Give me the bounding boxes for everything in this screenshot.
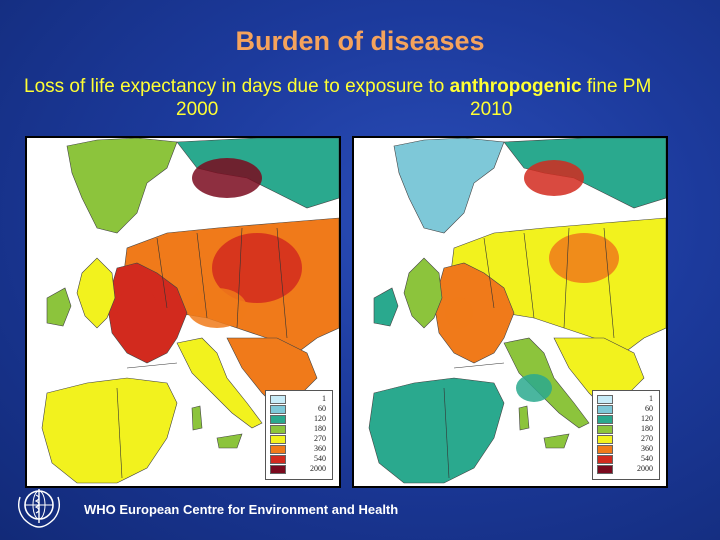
legend-entry: 180 bbox=[597, 424, 655, 434]
region-sardinia bbox=[191, 405, 203, 431]
legend-swatch bbox=[270, 395, 286, 404]
map-2010-svg bbox=[368, 138, 666, 484]
region-sardinia bbox=[518, 405, 530, 431]
map-year-2000: 2000 bbox=[176, 99, 219, 120]
legend-label: 180 bbox=[641, 424, 653, 433]
legend-entry: 270 bbox=[597, 434, 655, 444]
legend-entry: 1 bbox=[597, 394, 655, 404]
legend-swatch bbox=[270, 405, 286, 414]
legend-swatch bbox=[270, 455, 286, 464]
legend-label: 540 bbox=[314, 454, 326, 463]
legend-swatch bbox=[270, 435, 286, 444]
legend-label: 360 bbox=[641, 444, 653, 453]
legend-label: 270 bbox=[641, 434, 653, 443]
country-border bbox=[563, 227, 570, 329]
legend-entry: 270 bbox=[270, 434, 328, 444]
region-ireland bbox=[46, 287, 72, 327]
country-border bbox=[483, 237, 495, 309]
concentration-hotspot bbox=[549, 233, 619, 283]
legend-entry: 60 bbox=[597, 404, 655, 414]
legend-entry: 360 bbox=[597, 444, 655, 454]
concentration-hotspot bbox=[117, 286, 157, 330]
legend-entry: 2000 bbox=[597, 464, 655, 474]
legend-entry: 180 bbox=[270, 424, 328, 434]
concentration-hotspot bbox=[516, 374, 552, 402]
subtitle-bold: anthropogenic bbox=[449, 76, 582, 97]
country-border bbox=[453, 362, 505, 369]
legend-swatch bbox=[597, 445, 613, 454]
legend-label: 2000 bbox=[310, 464, 326, 473]
country-border bbox=[443, 387, 450, 479]
region-great-britain bbox=[403, 257, 443, 329]
legend-swatch bbox=[597, 435, 613, 444]
region-scandinavia bbox=[66, 138, 178, 234]
slide-title: Burden of diseases bbox=[235, 26, 485, 56]
region-iberia bbox=[368, 377, 505, 484]
country-border bbox=[523, 232, 535, 319]
region-ireland bbox=[373, 287, 399, 327]
country-border bbox=[126, 362, 178, 369]
legend-entry: 120 bbox=[597, 414, 655, 424]
legend-label: 120 bbox=[641, 414, 653, 423]
legend-swatch bbox=[597, 455, 613, 464]
map-2010: 1 60 120 180 270 360 540 2000 bbox=[352, 136, 668, 488]
region-scandinavia bbox=[393, 138, 505, 234]
legend-label: 180 bbox=[314, 424, 326, 433]
map-2000-svg bbox=[41, 138, 339, 484]
country-border bbox=[156, 237, 168, 309]
subtitle-prefix: Loss of life expectancy in days due to e… bbox=[24, 76, 450, 97]
country-border bbox=[276, 227, 288, 339]
legend-swatch bbox=[597, 465, 613, 474]
legend-swatch bbox=[270, 465, 286, 474]
region-france-benelux bbox=[433, 262, 515, 364]
legend-entry: 120 bbox=[270, 414, 328, 424]
concentration-hotspot bbox=[524, 160, 584, 196]
region-sicily bbox=[543, 433, 570, 449]
legend-label: 1 bbox=[649, 394, 653, 403]
legend-label: 1 bbox=[322, 394, 326, 403]
legend-entry: 1 bbox=[270, 394, 328, 404]
legend-2010: 1 60 120 180 270 360 540 2000 bbox=[592, 390, 660, 480]
country-border bbox=[236, 227, 243, 329]
map-year-2010: 2010 bbox=[470, 99, 513, 120]
slide-subtitle: Loss of life expectancy in days due to e… bbox=[24, 76, 651, 98]
legend-label: 270 bbox=[314, 434, 326, 443]
legend-swatch bbox=[270, 415, 286, 424]
legend-swatch bbox=[597, 415, 613, 424]
region-italy bbox=[176, 337, 263, 429]
concentration-hotspot bbox=[187, 288, 247, 328]
legend-label: 60 bbox=[645, 404, 653, 413]
legend-entry: 540 bbox=[597, 454, 655, 464]
legend-swatch bbox=[270, 445, 286, 454]
legend-entry: 360 bbox=[270, 444, 328, 454]
region-great-britain bbox=[76, 257, 116, 329]
country-border bbox=[196, 232, 208, 319]
map-2000: 1 60 120 180 270 360 540 2000 bbox=[25, 136, 341, 488]
country-border bbox=[603, 227, 615, 339]
subtitle-suffix: fine PM bbox=[581, 76, 652, 97]
legend-label: 540 bbox=[641, 454, 653, 463]
legend-swatch bbox=[270, 425, 286, 434]
legend-entry: 540 bbox=[270, 454, 328, 464]
region-sicily bbox=[216, 433, 243, 449]
footer-text: WHO European Centre for Environment and … bbox=[84, 502, 399, 517]
country-border bbox=[116, 387, 123, 479]
legend-label: 120 bbox=[314, 414, 326, 423]
concentration-hotspot bbox=[445, 297, 473, 329]
concentration-hotspot bbox=[212, 233, 302, 303]
legend-swatch bbox=[597, 405, 613, 414]
legend-label: 360 bbox=[314, 444, 326, 453]
who-logo-icon bbox=[17, 489, 61, 528]
legend-swatch bbox=[597, 395, 613, 404]
legend-2000: 1 60 120 180 270 360 540 2000 bbox=[265, 390, 333, 480]
legend-label: 2000 bbox=[637, 464, 653, 473]
region-iberia bbox=[41, 377, 178, 484]
legend-entry: 2000 bbox=[270, 464, 328, 474]
legend-entry: 60 bbox=[270, 404, 328, 414]
concentration-hotspot bbox=[192, 158, 262, 198]
legend-label: 60 bbox=[318, 404, 326, 413]
legend-swatch bbox=[597, 425, 613, 434]
